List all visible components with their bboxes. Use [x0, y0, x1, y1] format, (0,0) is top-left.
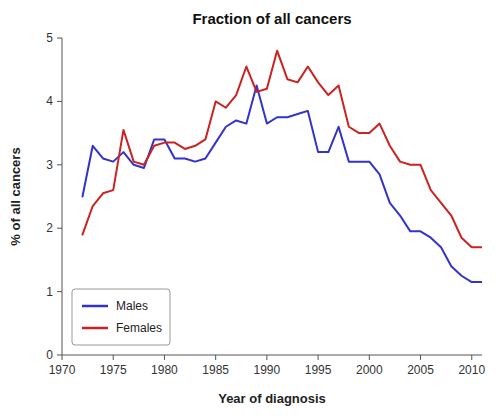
x-tick	[266, 355, 267, 360]
x-tick	[369, 355, 370, 360]
y-tick-label: 3	[46, 158, 53, 172]
x-tick-label: 1980	[151, 363, 178, 377]
x-tick-label: 1975	[100, 363, 127, 377]
x-tick-label: 2005	[407, 363, 434, 377]
axes: 1970 1975 1980 1985 1990 1995 2000 2005 2010 0 1 2 3…	[46, 31, 485, 377]
legend-swatch	[82, 305, 108, 308]
x-tick-label: 2000	[356, 363, 383, 377]
x-tick-label: 1985	[202, 363, 229, 377]
y-tick	[57, 355, 62, 356]
x-tick	[471, 355, 472, 360]
y-tick-label: 4	[46, 94, 53, 108]
y-axis-line	[62, 38, 63, 355]
y-tick-label: 1	[46, 285, 53, 299]
x-tick	[215, 355, 216, 360]
y-axis-label: % of all cancers	[8, 147, 23, 245]
series-line	[82, 51, 482, 248]
x-tick	[164, 355, 165, 360]
x-tick	[420, 355, 421, 360]
y-tick	[57, 101, 62, 102]
legend-box	[72, 289, 170, 345]
y-tick-label: 2	[46, 221, 53, 235]
x-tick	[62, 355, 63, 360]
chart: 1970 1975 1980 1985 1990 1995 2000 2005 2010 0 1 2 3…	[0, 0, 500, 419]
x-tick	[318, 355, 319, 360]
chart-title: Fraction of all cancers	[192, 10, 351, 27]
legend-label: Males	[116, 299, 148, 313]
x-axis-line	[62, 355, 482, 356]
x-tick-label: 1990	[254, 363, 281, 377]
x-axis-label: Year of diagnosis	[218, 391, 326, 406]
y-tick	[57, 291, 62, 292]
x-tick-label: 1970	[49, 363, 76, 377]
legend: Males Females	[72, 289, 170, 345]
legend-label: Females	[116, 321, 162, 335]
series-line	[82, 86, 482, 283]
legend-swatch	[82, 327, 108, 330]
y-tick	[57, 164, 62, 165]
y-tick	[57, 228, 62, 229]
x-tick-label: 1995	[305, 363, 332, 377]
x-tick	[113, 355, 114, 360]
y-tick-label: 0	[46, 348, 53, 362]
y-tick-label: 5	[46, 31, 53, 45]
x-tick-label: 2010	[458, 363, 485, 377]
plot-area	[82, 51, 482, 282]
y-tick	[57, 38, 62, 39]
